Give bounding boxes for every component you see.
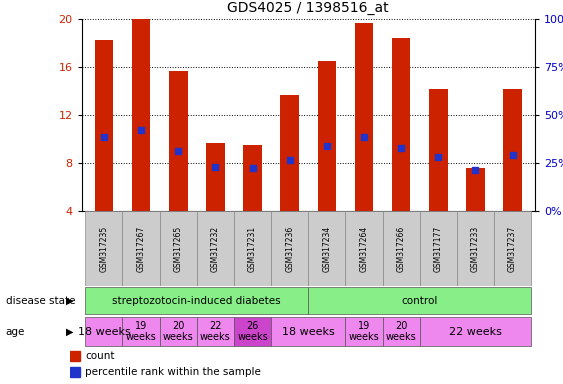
Text: control: control (401, 296, 438, 306)
Bar (86, 287, 309, 314)
Bar (466, 168, 485, 211)
Title: GDS4025 / 1398516_at: GDS4025 / 1398516_at (227, 2, 389, 15)
Text: percentile rank within the sample: percentile rank within the sample (85, 367, 261, 377)
Text: ▶: ▶ (66, 296, 73, 306)
Bar (86, 317, 123, 346)
Point (434, 154, 443, 160)
Point (174, 148, 183, 154)
Text: GSM317231: GSM317231 (248, 225, 257, 272)
Text: 19
weeks: 19 weeks (348, 321, 379, 343)
Bar (123, 211, 160, 286)
Text: count: count (85, 351, 114, 361)
Text: streptozotocin-induced diabetes: streptozotocin-induced diabetes (113, 296, 281, 306)
Bar (457, 211, 494, 286)
Text: 22
weeks: 22 weeks (200, 321, 231, 343)
Bar (309, 287, 531, 314)
Bar (160, 211, 197, 286)
Bar (345, 317, 382, 346)
Text: 20
weeks: 20 weeks (163, 321, 194, 343)
Text: 22 weeks: 22 weeks (449, 326, 502, 337)
Text: GSM317267: GSM317267 (137, 225, 146, 272)
Bar (132, 19, 150, 211)
Bar (243, 145, 262, 211)
Bar (419, 211, 457, 286)
Text: 18 weeks: 18 weeks (282, 326, 334, 337)
Bar (234, 317, 271, 346)
Bar (392, 38, 410, 211)
Text: GSM317235: GSM317235 (100, 225, 109, 272)
Text: GSM317232: GSM317232 (211, 225, 220, 272)
Text: GSM317265: GSM317265 (174, 225, 183, 272)
Bar (355, 23, 373, 211)
Text: GSM317233: GSM317233 (471, 225, 480, 272)
Bar (70, 367, 81, 377)
Point (211, 164, 220, 170)
Bar (70, 351, 81, 361)
Bar (503, 89, 522, 211)
Point (508, 152, 517, 158)
Point (285, 157, 294, 163)
Bar (419, 317, 531, 346)
Bar (197, 317, 234, 346)
Bar (271, 317, 345, 346)
Text: disease state: disease state (6, 296, 75, 306)
Text: 18 weeks: 18 weeks (78, 326, 130, 337)
Bar (95, 40, 113, 211)
Bar (494, 211, 531, 286)
Bar (206, 143, 225, 211)
Bar (309, 211, 345, 286)
Bar (86, 211, 123, 286)
Point (100, 134, 109, 140)
Text: GSM317236: GSM317236 (285, 225, 294, 272)
Bar (169, 71, 187, 211)
Text: GSM317266: GSM317266 (396, 225, 405, 272)
Bar (345, 211, 382, 286)
Text: 26
weeks: 26 weeks (237, 321, 268, 343)
Bar (123, 317, 160, 346)
Text: GSM317237: GSM317237 (508, 225, 517, 272)
Text: GSM317264: GSM317264 (359, 225, 368, 272)
Point (471, 167, 480, 174)
Text: 20
weeks: 20 weeks (386, 321, 417, 343)
Bar (318, 61, 336, 211)
Bar (382, 211, 419, 286)
Bar (234, 211, 271, 286)
Point (322, 143, 331, 149)
Text: age: age (6, 326, 25, 337)
Text: GSM317234: GSM317234 (322, 225, 331, 272)
Bar (429, 89, 448, 211)
Bar (382, 317, 419, 346)
Point (359, 134, 368, 140)
Bar (280, 95, 299, 211)
Bar (197, 211, 234, 286)
Text: GSM317177: GSM317177 (434, 225, 443, 272)
Point (396, 144, 405, 151)
Text: ▶: ▶ (66, 326, 73, 337)
Text: 19
weeks: 19 weeks (126, 321, 157, 343)
Bar (271, 211, 309, 286)
Point (248, 165, 257, 171)
Point (137, 127, 146, 133)
Bar (160, 317, 197, 346)
